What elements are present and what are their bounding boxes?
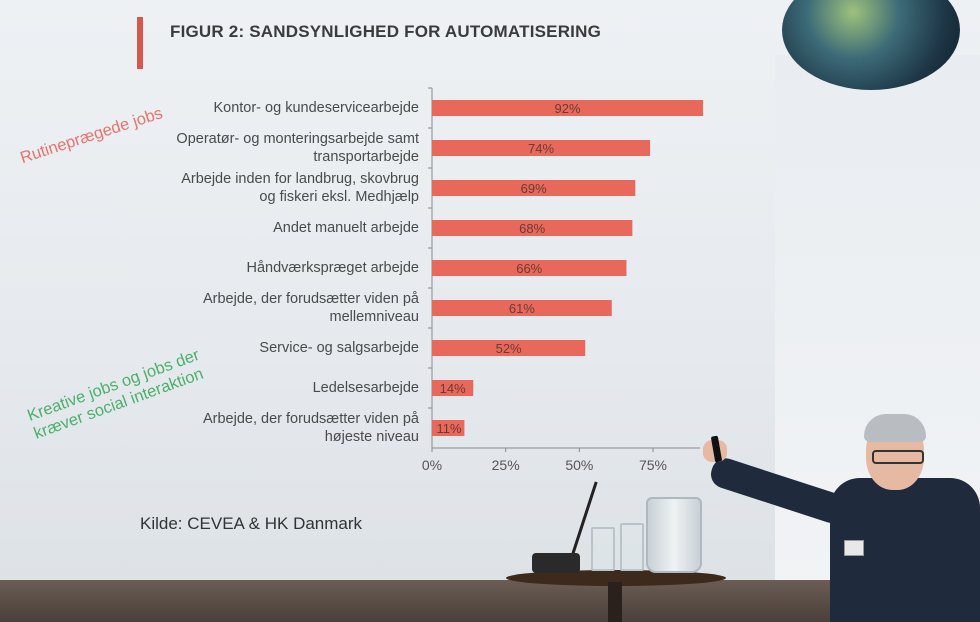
chart-title: FIGUR 2: SANDSYNLIGHED FOR AUTOMATISERIN… — [170, 22, 602, 41]
bar — [432, 100, 704, 116]
category-label-line: Arbejde, der forudsætter viden på — [202, 411, 419, 427]
bar-data-label: 69% — [521, 181, 547, 196]
category-label-line: Arbejde inden for landbrug, skovbrug — [181, 171, 419, 187]
bar — [432, 140, 651, 156]
stage-floor — [0, 580, 980, 622]
category-label: Service- og salgsarbejde — [119, 339, 419, 357]
bar-data-label: 92% — [555, 101, 581, 116]
category-label-line: Arbejde, der forudsætter viden på — [202, 291, 419, 307]
category-label-line: Kontor- og kundeservicearbejde — [213, 100, 419, 116]
x-tick-label: 75% — [639, 457, 667, 473]
podium-table — [506, 570, 726, 586]
bar-data-label: 11% — [436, 421, 461, 436]
title-accent-bar — [137, 17, 143, 69]
category-label-line: højeste niveau — [324, 429, 419, 445]
bar — [432, 420, 465, 436]
bar-chart: 92% 74% 69% 68% 66% 61% 52% 14% 11% 0% 25% 50% 75% — [422, 87, 704, 473]
x-tick-label: 25% — [492, 457, 520, 473]
source-label: Kilde: CEVEA & HK Danmark — [140, 514, 363, 533]
x-tick-label: 50% — [565, 457, 593, 473]
bar — [432, 340, 586, 356]
category-label: Arbejde, der forudsætter viden på mellemn… — [119, 290, 419, 326]
bar — [432, 380, 474, 396]
speaker-glasses — [872, 450, 924, 464]
category-label: Håndværkspræget arbejde — [119, 259, 419, 277]
bar — [432, 220, 633, 236]
water-glass — [620, 523, 644, 571]
bar-data-label: 52% — [496, 341, 522, 356]
bar-data-label: 66% — [516, 261, 542, 276]
category-label-line: Håndværkspræget arbejde — [246, 260, 419, 276]
category-label-line: Andet manuelt arbejde — [273, 220, 419, 236]
category-label-line: Service- og salgsarbejde — [259, 340, 419, 356]
category-label: Andet manuelt arbejde — [119, 219, 419, 237]
bar-data-label: 68% — [519, 221, 545, 236]
podium-stand — [608, 582, 622, 622]
category-label: Operatør- og monteringsarbejde samt trans… — [119, 130, 419, 166]
bar-data-label: 61% — [509, 301, 535, 316]
category-label-line: og fiskeri eksl. Medhjælp — [259, 189, 419, 205]
bar-data-label: 74% — [528, 141, 554, 156]
category-label-line: Ledelsesarbejde — [312, 380, 419, 396]
speaker-hair — [864, 414, 926, 442]
category-label: Kontor- og kundeservicearbejde — [119, 99, 419, 117]
water-glass — [591, 527, 615, 571]
bar — [432, 180, 636, 196]
category-label: Arbejde, der forudsætter viden på højeste… — [119, 410, 419, 446]
category-label-line: Operatør- og monteringsarbejde samt — [176, 131, 419, 147]
category-label-line: mellemniveau — [329, 309, 419, 325]
bar-data-label: 14% — [440, 381, 466, 396]
name-badge — [844, 540, 864, 556]
x-tick-label: 0% — [422, 457, 442, 473]
category-label: Ledelsesarbejde — [119, 379, 419, 397]
bar — [432, 260, 627, 276]
category-label-line: transportarbejde — [313, 149, 419, 165]
microphone-base — [532, 553, 580, 573]
category-label: Arbejde inden for landbrug, skovbrug og f… — [119, 170, 419, 206]
bar — [432, 300, 612, 316]
water-pitcher — [646, 497, 702, 573]
